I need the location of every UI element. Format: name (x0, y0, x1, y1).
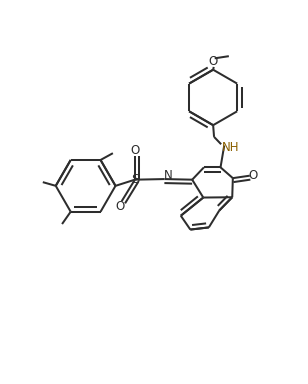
Text: N: N (164, 169, 173, 182)
Text: O: O (249, 169, 258, 182)
Text: O: O (130, 144, 140, 157)
Text: S: S (131, 173, 139, 186)
Text: NH: NH (222, 141, 239, 154)
Text: O: O (116, 200, 125, 213)
Text: O: O (208, 55, 217, 68)
